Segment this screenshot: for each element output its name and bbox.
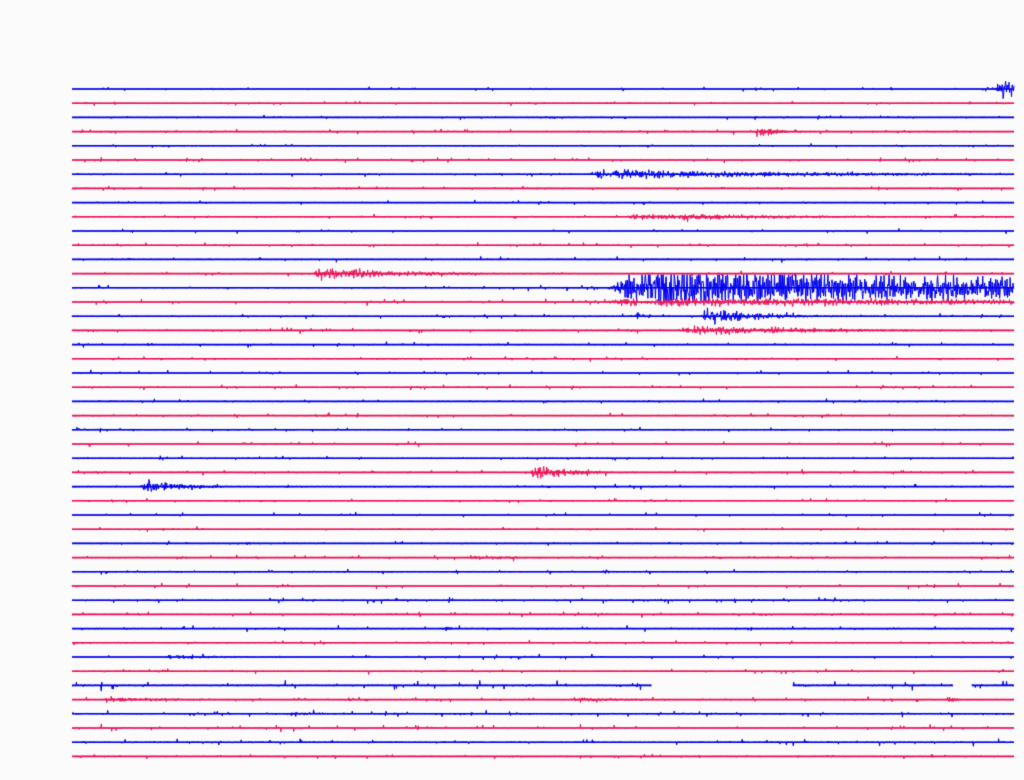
helicorder-plot: HL Kryoneri, Korinthia Applied filter: W…: [0, 0, 1024, 780]
seismogram-traces-canvas: [0, 0, 1024, 780]
